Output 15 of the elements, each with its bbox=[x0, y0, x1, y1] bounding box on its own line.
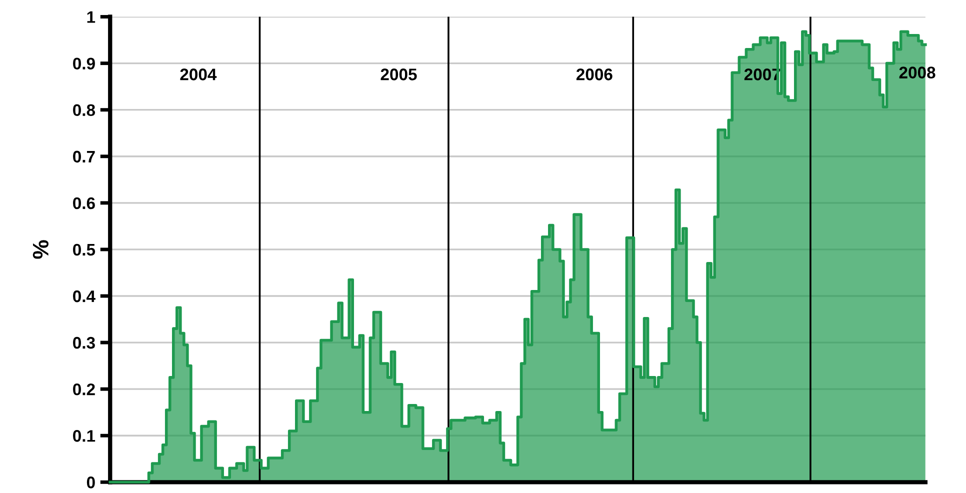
y-tick-label: 0 bbox=[86, 476, 95, 488]
y-tick-label: 0.5 bbox=[73, 244, 96, 256]
y-tick-label: 0.6 bbox=[73, 197, 95, 210]
y-tick-label: 0.2 bbox=[73, 383, 95, 396]
y-tick-label: 0.3 bbox=[73, 336, 95, 349]
y-tick-label: 0.9 bbox=[73, 58, 95, 70]
annotation: 2005 bbox=[380, 68, 417, 80]
y-tick-label: 0.1 bbox=[73, 430, 96, 442]
annotation: 2006 bbox=[576, 68, 612, 80]
y-tick-label: 0.7 bbox=[73, 150, 95, 163]
y-tick-label: 0.4 bbox=[73, 290, 96, 302]
y-tick-label: 0.8 bbox=[73, 104, 96, 116]
y-axis-title: % bbox=[32, 240, 48, 259]
annotation: 2004 bbox=[180, 68, 217, 80]
y-tick-label: 1 bbox=[87, 11, 96, 23]
